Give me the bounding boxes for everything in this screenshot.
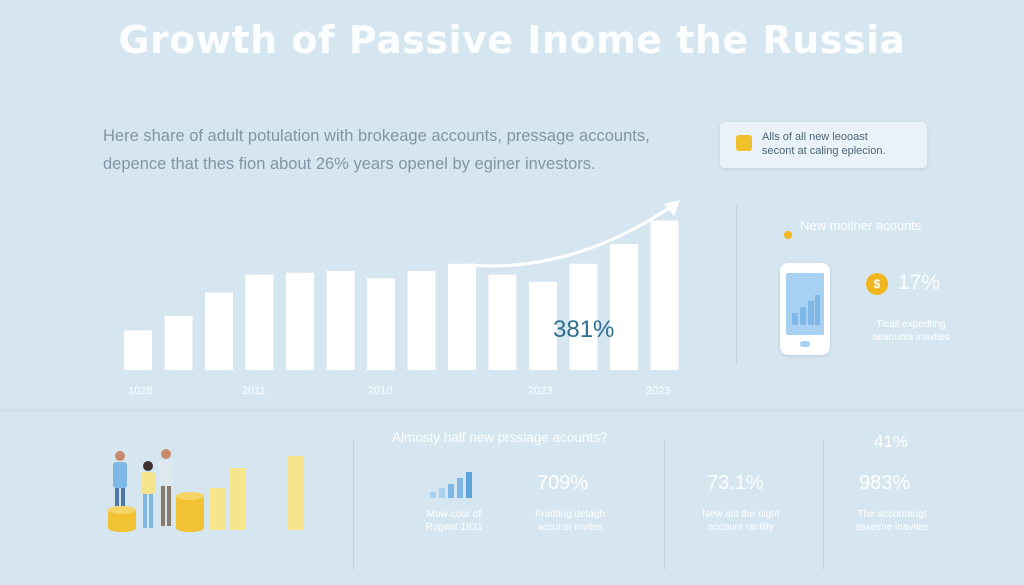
bar (529, 281, 557, 370)
x-tick-label: 2023 (646, 385, 671, 397)
x-tick-label: 1028 (128, 385, 153, 397)
note-card: Alls of all new leooast secont at caling… (720, 122, 927, 168)
side-panel-percent: 17% (898, 271, 941, 294)
phone-icon (780, 263, 830, 355)
note-line-1: Alls of all new leooast (762, 131, 868, 143)
trend-arrow (468, 204, 674, 268)
bar (367, 278, 395, 370)
x-tick-label: 2011 (242, 385, 266, 397)
bar (124, 330, 152, 370)
caption-line: account ravility (707, 522, 775, 533)
stat-caption: The accomangt asseime inavites (837, 508, 947, 534)
x-tick-label: 2010 (368, 385, 393, 397)
dollar-coin-icon: $ (866, 273, 888, 295)
coin-stack-icon (176, 492, 204, 532)
caption-line: accunst invites (537, 522, 603, 533)
stat-value: 73.1% (707, 472, 764, 494)
bar-chart-icon (792, 295, 820, 325)
vertical-divider (823, 440, 824, 570)
bar (569, 263, 598, 370)
caption-line: The accomangt (857, 509, 927, 520)
bar (164, 316, 193, 370)
bar (326, 271, 355, 370)
yellow-bar (210, 488, 226, 530)
bar-chart-icon (430, 472, 472, 498)
trend-arrowhead (664, 200, 680, 216)
bottom-heading: Almosty half new prssiage acounts? (392, 430, 608, 445)
coin-icon (784, 231, 792, 239)
stat-value: 709% (537, 472, 589, 494)
side-caption-line-2: aeaounts inavites (872, 332, 950, 343)
bar (448, 263, 476, 370)
page-title: Growth of Passive Inome the Russia (118, 18, 906, 62)
horizontal-divider (0, 410, 1024, 411)
chart-annotation: 381% (553, 316, 615, 343)
bar (245, 274, 274, 370)
phone-screen (786, 273, 824, 335)
coin-stack-icon (108, 506, 136, 532)
side-caption-line-1: Ticall expedting (876, 319, 946, 330)
intro-line-2: depence that thes fion about 26% years o… (103, 155, 596, 173)
yellow-bar (288, 456, 304, 530)
stat-caption: Fradting detagh accunst invites (515, 508, 625, 534)
x-tick-label: 2023 (528, 385, 553, 397)
phone-home-button (800, 341, 810, 347)
caption-line: Mow cour of (426, 509, 482, 520)
bar (650, 220, 679, 370)
stat-caption: Mow cour of Rogeat 1931 (404, 508, 504, 534)
vertical-divider (736, 205, 737, 365)
stat-caption: New ast the olght account ravility (686, 508, 796, 534)
caption-line: Rogeat 1931 (425, 522, 483, 533)
investors-illustration (108, 449, 304, 532)
caption-line: Fradting detagh (534, 509, 606, 520)
bar (205, 292, 233, 370)
intro-line-1: Here share of adult potulation with brok… (103, 127, 650, 145)
person-icon (141, 461, 155, 528)
lock-icon (736, 135, 752, 151)
bar (488, 274, 517, 370)
stat-top-right: 41% (874, 432, 909, 451)
stat-value: 983% (859, 472, 911, 494)
yellow-bar (230, 468, 246, 530)
bar (286, 272, 314, 370)
bar (407, 271, 436, 370)
caption-line: New ast the olght (702, 509, 780, 520)
side-panel-label: New moilner acounts (800, 218, 922, 233)
person-icon (159, 449, 173, 526)
person-icon (113, 451, 127, 506)
vertical-divider (353, 440, 354, 570)
bar (610, 244, 638, 370)
note-text: Alls of all new leooast secont at caling… (762, 130, 922, 158)
intro-text: Here share of adult potulation with brok… (103, 122, 693, 178)
vertical-divider (664, 440, 665, 570)
note-line-2: secont at caling eplecion. (762, 145, 886, 157)
caption-line: asseime inavites (855, 522, 929, 533)
side-panel-caption: Ticall expedting aeaounts inavites (863, 318, 959, 344)
